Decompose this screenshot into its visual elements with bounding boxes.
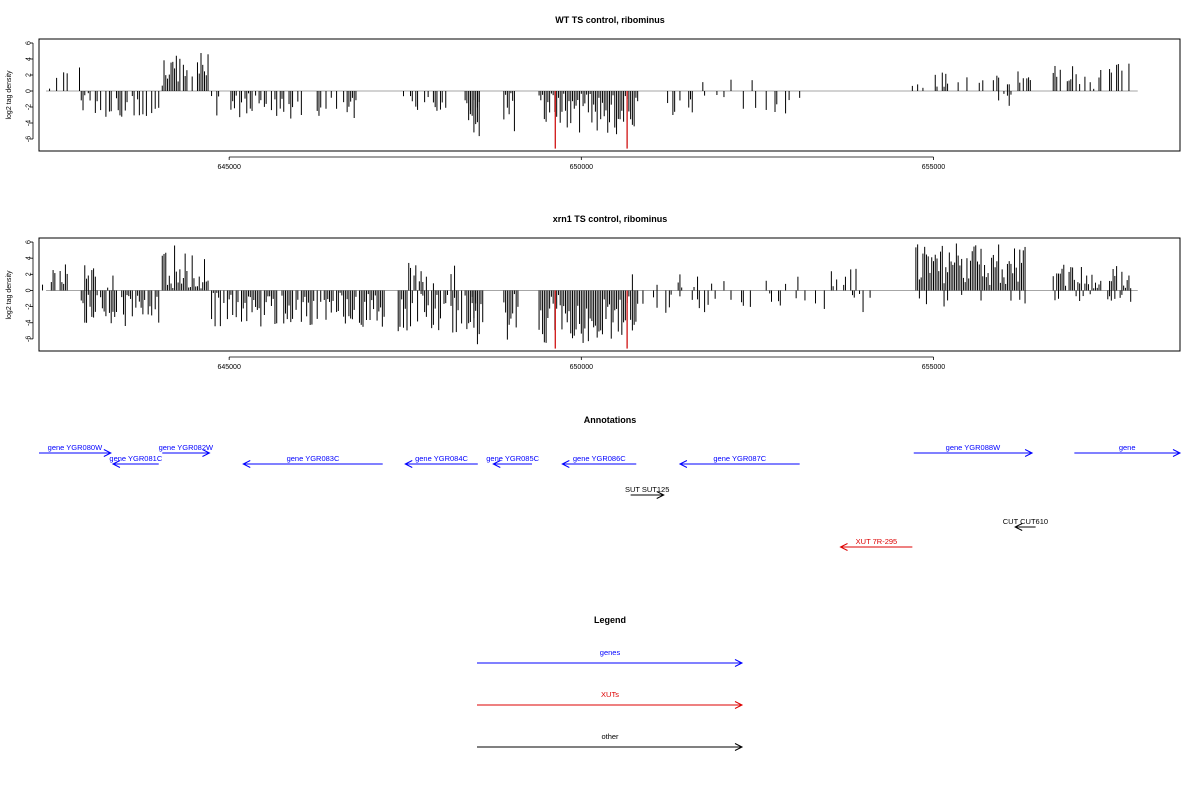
arrow-head bbox=[561, 460, 570, 468]
y-tick-label: 6 bbox=[26, 240, 33, 244]
feature-label: gene YGR086C bbox=[573, 454, 626, 463]
y-tick-label: 2 bbox=[26, 73, 33, 77]
feature-label: gene YGR081C bbox=[109, 454, 162, 463]
legend-label: genes bbox=[600, 648, 621, 657]
feature-label: gene YGR084C bbox=[415, 454, 468, 463]
legend-item-gene: genes bbox=[477, 648, 744, 667]
feature-label: gene bbox=[1119, 443, 1136, 452]
annotation-feature: SUT SUT125 bbox=[625, 485, 669, 499]
y-tick-label: -2 bbox=[26, 104, 33, 110]
feature-label: XUT 7R-295 bbox=[856, 537, 898, 546]
y-tick-label: -6 bbox=[26, 136, 33, 142]
panel-xrn1-frame bbox=[38, 237, 1181, 352]
feature-label: SUT SUT125 bbox=[625, 485, 669, 494]
panel-xrn1-title: xrn1 TS control, ribominus bbox=[553, 214, 668, 224]
y-tick-label: -6 bbox=[26, 336, 33, 342]
y-tick-label: 6 bbox=[26, 41, 33, 45]
panel-wt-frame bbox=[38, 38, 1181, 152]
arrow-head bbox=[404, 460, 413, 468]
y-tick-label: 4 bbox=[26, 57, 33, 61]
feature-label: gene YGR080W bbox=[48, 443, 103, 452]
y-tick-label: 4 bbox=[26, 256, 33, 260]
annotation-feature: gene YGR088W bbox=[913, 443, 1034, 457]
panel-xrn1-ylabel: log2 tag density bbox=[6, 270, 13, 320]
x-tick-label: 650000 bbox=[570, 164, 593, 171]
panel-wt-axes: -6 -4 -2 0 2 4 6 645000 650000 655000 bbox=[26, 41, 946, 171]
arrow-head bbox=[242, 460, 251, 468]
y-tick-label: -4 bbox=[26, 320, 33, 326]
y-tick-label: -4 bbox=[26, 120, 33, 126]
annotation-feature: gene bbox=[1074, 443, 1182, 457]
y-tick-label: 0 bbox=[26, 89, 33, 93]
annotation-feature: gene YGR085C bbox=[486, 454, 540, 468]
x-tick-label: 645000 bbox=[217, 164, 240, 171]
legend-items: genes XUTs other bbox=[477, 648, 744, 751]
annotation-feature: XUT 7R-295 bbox=[839, 537, 913, 551]
arrow-head bbox=[492, 460, 501, 468]
legend-title: Legend bbox=[594, 615, 626, 625]
arrow-head bbox=[103, 449, 112, 457]
x-tick-label: 655000 bbox=[922, 164, 945, 171]
arrow-head bbox=[734, 659, 744, 667]
legend-label: XUTs bbox=[601, 690, 619, 699]
arrow-head bbox=[734, 701, 744, 709]
arrow-head bbox=[202, 449, 211, 457]
annotation-feature: gene YGR082W bbox=[159, 443, 214, 457]
arrow-head bbox=[839, 543, 848, 551]
x-tick-label: 645000 bbox=[217, 364, 240, 371]
arrow-head bbox=[678, 460, 688, 468]
legend-item-other: other bbox=[477, 732, 744, 751]
y-tick-label: 2 bbox=[26, 272, 33, 276]
x-tick-label: 650000 bbox=[570, 364, 593, 371]
panel-xrn1: xrn1 TS control, ribominus -6 -4 -2 0 2 4 6 645… bbox=[6, 214, 1181, 371]
panel-wt-bars bbox=[46, 53, 1138, 149]
arrow-head bbox=[1024, 449, 1034, 457]
panel-wt: WT TS control, ribominus -6 -4 -2 0 2 4 6 64500… bbox=[6, 15, 1181, 171]
annotation-feature: gene YGR086C bbox=[561, 454, 637, 468]
legend-label: other bbox=[601, 732, 619, 741]
annotation-feature: gene YGR084C bbox=[404, 454, 478, 468]
panel-wt-ylabel: log2 tag density bbox=[6, 70, 13, 120]
feature-label: gene YGR082W bbox=[159, 443, 214, 452]
arrow-head bbox=[111, 460, 121, 468]
panel-xrn1-axes: -6 -4 -2 0 2 4 6 645000 650000 655000 bbox=[26, 240, 946, 371]
annotation-features: gene YGR080W gene YGR081C gene YGR082W gene… bbox=[39, 443, 1182, 551]
x-tick-label: 655000 bbox=[922, 364, 945, 371]
feature-label: gene YGR083C bbox=[287, 454, 340, 463]
annotations-title: Annotations bbox=[584, 415, 637, 425]
annotation-feature: gene YGR081C bbox=[109, 454, 163, 468]
legend-panel: Legend genes XUTs other bbox=[477, 615, 744, 751]
panel-xrn1-bars bbox=[42, 243, 1138, 349]
y-tick-label: -2 bbox=[26, 303, 33, 309]
legend-item-xut: XUTs bbox=[477, 690, 744, 709]
feature-label: gene YGR085C bbox=[486, 454, 539, 463]
annotation-feature: gene YGR083C bbox=[242, 454, 383, 468]
annotation-feature: gene YGR080W bbox=[39, 443, 112, 457]
y-tick-label: 0 bbox=[26, 288, 33, 292]
arrow-head bbox=[1014, 523, 1023, 531]
annotation-feature: gene YGR087C bbox=[678, 454, 800, 468]
annotation-feature: CUT CUT610 bbox=[1003, 517, 1048, 531]
arrow-head bbox=[656, 491, 665, 499]
feature-label: CUT CUT610 bbox=[1003, 517, 1048, 526]
panel-wt-title: WT TS control, ribominus bbox=[555, 15, 665, 25]
arrow-head bbox=[734, 743, 744, 751]
arrow-head bbox=[1172, 449, 1182, 457]
feature-label: gene YGR088W bbox=[946, 443, 1001, 452]
feature-label: gene YGR087C bbox=[713, 454, 766, 463]
